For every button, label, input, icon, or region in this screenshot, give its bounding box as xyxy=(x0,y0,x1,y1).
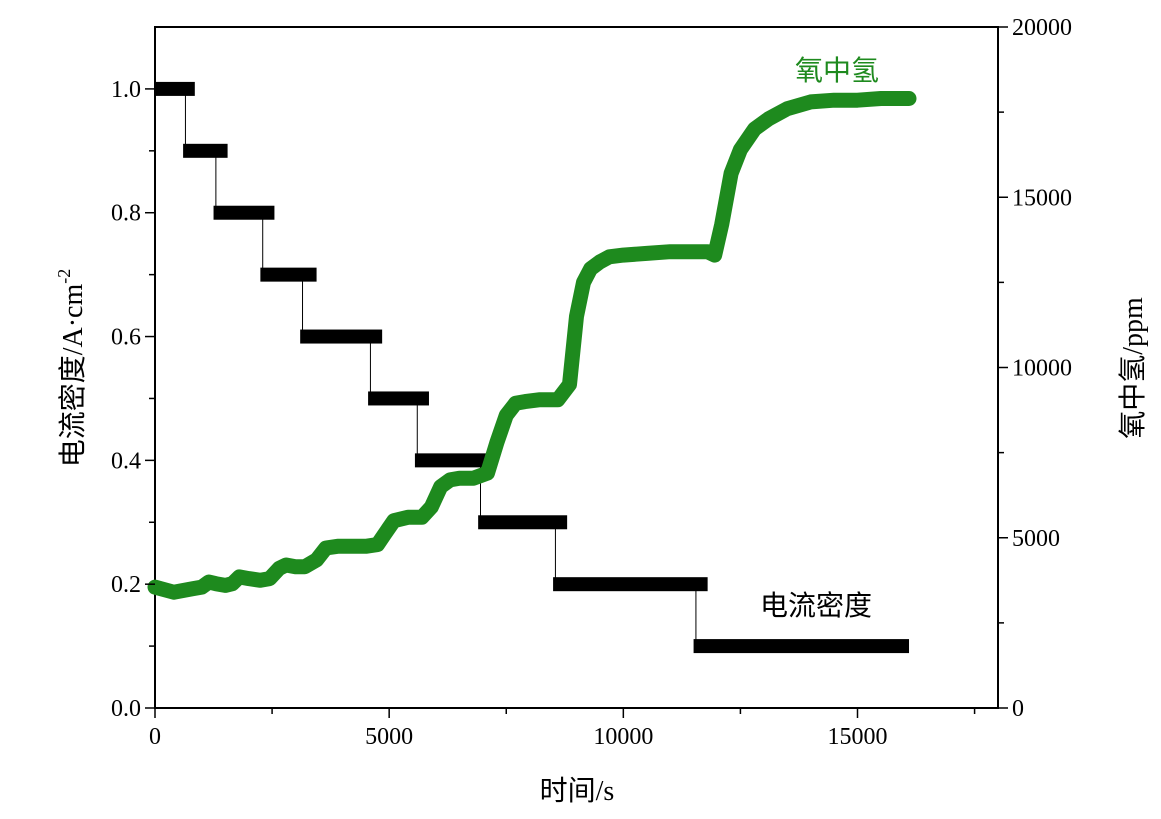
y-right-axis-title: 氧中氢/ppm xyxy=(1117,297,1149,439)
current-step-bar xyxy=(155,81,195,96)
hydrogen-line xyxy=(147,91,917,600)
y-right-axis-ticks: 0 5000 10000 15000 20000 xyxy=(998,15,1072,722)
y-right-tick-label: 20000 xyxy=(1012,15,1072,41)
y-left-tick-label: 1.0 xyxy=(111,77,141,103)
y-right-tick-label: 10000 xyxy=(1012,356,1072,382)
y-left-axis-title-main: 电流密度/A·cm xyxy=(57,284,89,468)
x-axis-title: 时间/s xyxy=(540,775,615,807)
series-label-hydrogen: 氧中氢 xyxy=(795,54,879,87)
y-left-axis-title-superscript: -2 xyxy=(54,269,74,284)
y-left-tick-label: 0.4 xyxy=(111,448,141,474)
current-step-bar xyxy=(693,639,910,654)
y-left-tick-label: 0.0 xyxy=(111,696,141,722)
y-right-tick-label: 15000 xyxy=(1012,185,1072,211)
current-step-bar xyxy=(260,267,317,282)
x-tick-label: 0 xyxy=(149,724,161,750)
current-step-bar xyxy=(368,391,429,406)
x-tick-label: 10000 xyxy=(593,724,653,750)
y-left-tick-label: 0.2 xyxy=(111,572,141,598)
y-right-tick-label: 5000 xyxy=(1012,526,1060,552)
y-left-tick-label: 0.8 xyxy=(111,201,141,227)
y-right-tick-label: 0 xyxy=(1012,696,1024,722)
series-current-density xyxy=(155,81,910,654)
x-tick-label: 15000 xyxy=(828,724,888,750)
series-hydrogen-in-oxygen xyxy=(147,91,917,600)
y-left-tick-label: 0.6 xyxy=(111,325,141,351)
series-label-current-density: 电流密度 xyxy=(760,589,872,622)
current-step-bar xyxy=(414,453,490,468)
current-step-bar xyxy=(553,577,708,592)
x-tick-label: 5000 xyxy=(365,724,413,750)
current-step-bar xyxy=(300,329,383,344)
y-left-axis-title: 电流密度/A·cm-2 xyxy=(54,269,89,468)
current-step-bar xyxy=(183,143,228,158)
y-left-axis-ticks: 0.0 0.2 0.4 0.6 0.8 1.0 xyxy=(111,77,155,722)
current-step-bar xyxy=(213,205,275,220)
current-step-bar xyxy=(478,515,568,530)
x-axis-ticks: 0 5000 10000 15000 xyxy=(149,708,976,750)
